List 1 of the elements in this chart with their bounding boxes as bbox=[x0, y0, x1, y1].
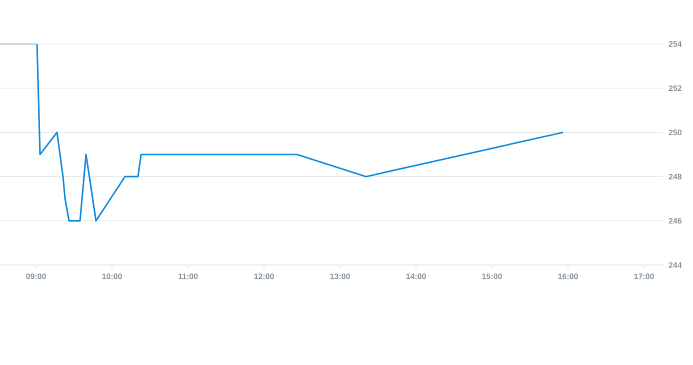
line-series bbox=[36, 43, 564, 222]
